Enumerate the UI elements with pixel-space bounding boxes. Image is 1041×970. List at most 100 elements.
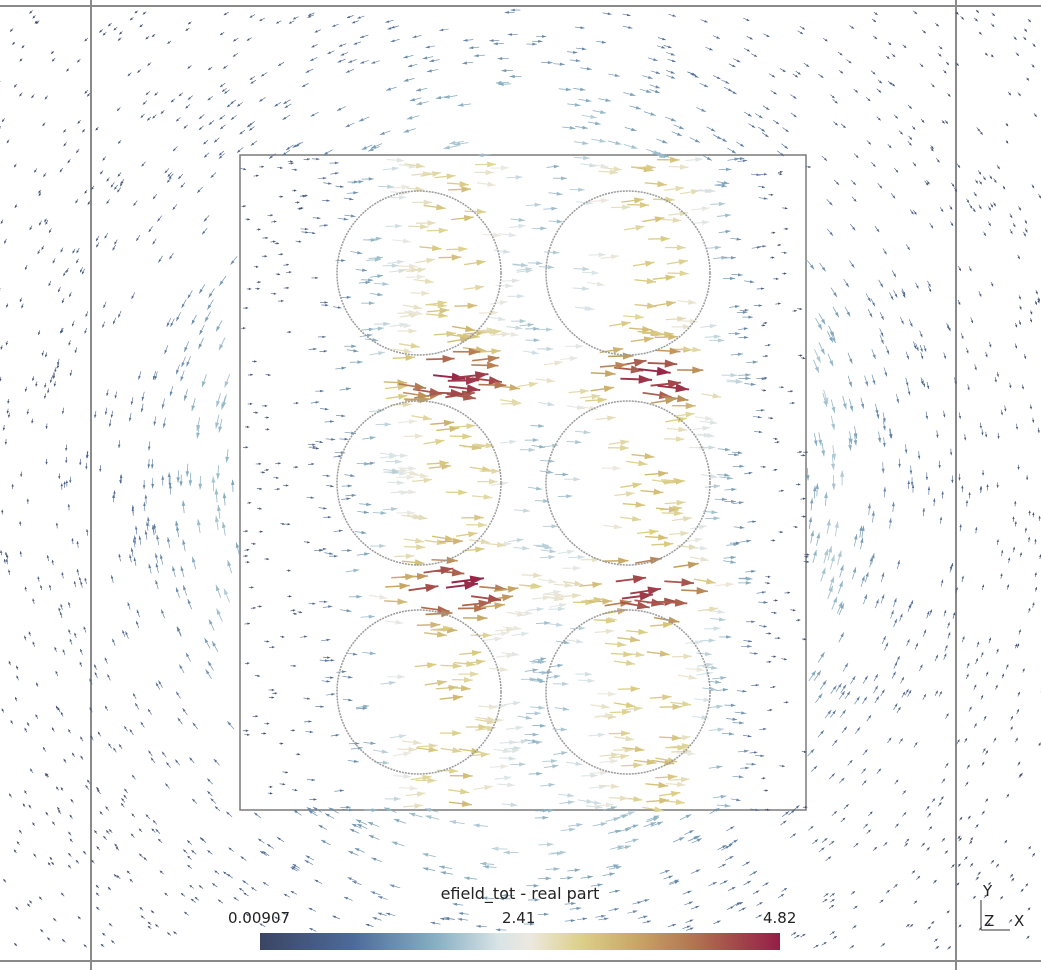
field-arrow (14, 696, 18, 702)
field-arrow (403, 78, 415, 82)
field-arrow (201, 227, 208, 235)
field-arrow (919, 664, 923, 672)
field-arrow (415, 257, 436, 264)
field-arrow (49, 377, 53, 383)
field-arrow (375, 422, 392, 427)
field-arrow (147, 516, 150, 527)
field-arrow (4, 552, 8, 557)
field-arrow (102, 156, 107, 161)
field-arrow (553, 751, 568, 756)
field-arrow (495, 80, 510, 85)
field-arrow (1035, 290, 1038, 295)
field-arrow (80, 755, 84, 760)
field-arrow (925, 805, 930, 811)
field-arrow (762, 105, 770, 111)
field-arrow (820, 567, 826, 582)
field-arrow (538, 578, 557, 584)
field-arrow (747, 520, 757, 523)
field-arrow (94, 410, 97, 418)
field-arrow (974, 17, 978, 22)
field-arrow (677, 674, 697, 680)
field-arrow (913, 341, 917, 350)
field-arrow (369, 274, 384, 278)
field-arrow (657, 383, 690, 393)
field-arrow (824, 709, 832, 719)
field-arrow (215, 414, 220, 429)
field-arrow (767, 708, 773, 712)
field-arrow (662, 394, 689, 403)
field-arrow (196, 519, 201, 533)
field-arrow (1018, 295, 1021, 300)
field-arrow (104, 232, 109, 239)
field-arrow (838, 632, 845, 643)
field-arrow (169, 252, 174, 260)
field-arrow (130, 397, 134, 405)
field-arrow (5, 340, 9, 346)
field-arrow (673, 124, 685, 130)
field-arrow (32, 598, 35, 605)
field-arrow (860, 397, 865, 409)
field-arrow (131, 507, 135, 516)
field-arrow (993, 737, 997, 743)
field-arrow (864, 375, 869, 387)
field-arrow (22, 803, 26, 808)
field-arrow (14, 204, 18, 209)
field-arrow (389, 470, 407, 476)
field-arrow (854, 534, 858, 547)
field-arrow (876, 768, 882, 774)
field-arrow (1014, 343, 1018, 349)
field-arrow (215, 320, 223, 332)
field-arrow (292, 16, 299, 20)
field-arrow (183, 389, 188, 401)
field-arrow (323, 149, 333, 156)
field-arrow (978, 31, 982, 35)
field-arrow (751, 53, 758, 58)
field-arrow (973, 723, 977, 728)
field-arrow (475, 161, 496, 168)
field-arrow (383, 807, 397, 813)
field-arrow (185, 27, 190, 32)
field-arrow (751, 246, 761, 249)
field-arrow (290, 729, 296, 732)
field-arrow (181, 299, 187, 309)
field-arrow (447, 685, 471, 692)
field-arrow (818, 847, 825, 853)
field-arrow (383, 470, 399, 475)
field-arrow (69, 638, 73, 645)
field-arrow (208, 619, 215, 631)
field-arrow (745, 620, 756, 624)
field-arrow (490, 631, 509, 637)
field-arrow (825, 856, 832, 862)
field-arrow (86, 450, 89, 459)
field-arrow (607, 140, 622, 145)
field-arrow (525, 711, 541, 716)
field-arrow (133, 535, 137, 545)
field-arrow (161, 398, 165, 409)
field-arrow (117, 172, 122, 177)
field-arrow (974, 364, 977, 371)
field-arrow (428, 463, 452, 470)
field-arrow (896, 656, 900, 663)
field-arrow (24, 635, 27, 641)
field-arrow (247, 402, 253, 406)
field-arrow (758, 126, 766, 132)
field-arrow (438, 254, 462, 261)
field-arrow (827, 331, 834, 343)
field-arrow (1032, 512, 1035, 518)
field-arrow (753, 304, 763, 307)
field-arrow (524, 668, 539, 673)
cylinder-outline (545, 609, 711, 775)
field-arrow (1028, 607, 1031, 613)
field-arrow (646, 797, 670, 804)
field-arrow (843, 278, 850, 288)
field-arrow (548, 191, 563, 196)
field-arrow (233, 897, 239, 901)
field-arrow (0, 345, 3, 350)
field-arrow (80, 736, 84, 742)
field-arrow (677, 299, 697, 305)
field-arrow (345, 122, 355, 128)
field-arrow (921, 29, 927, 34)
field-arrow (1010, 715, 1014, 721)
field-arrow (853, 88, 859, 93)
